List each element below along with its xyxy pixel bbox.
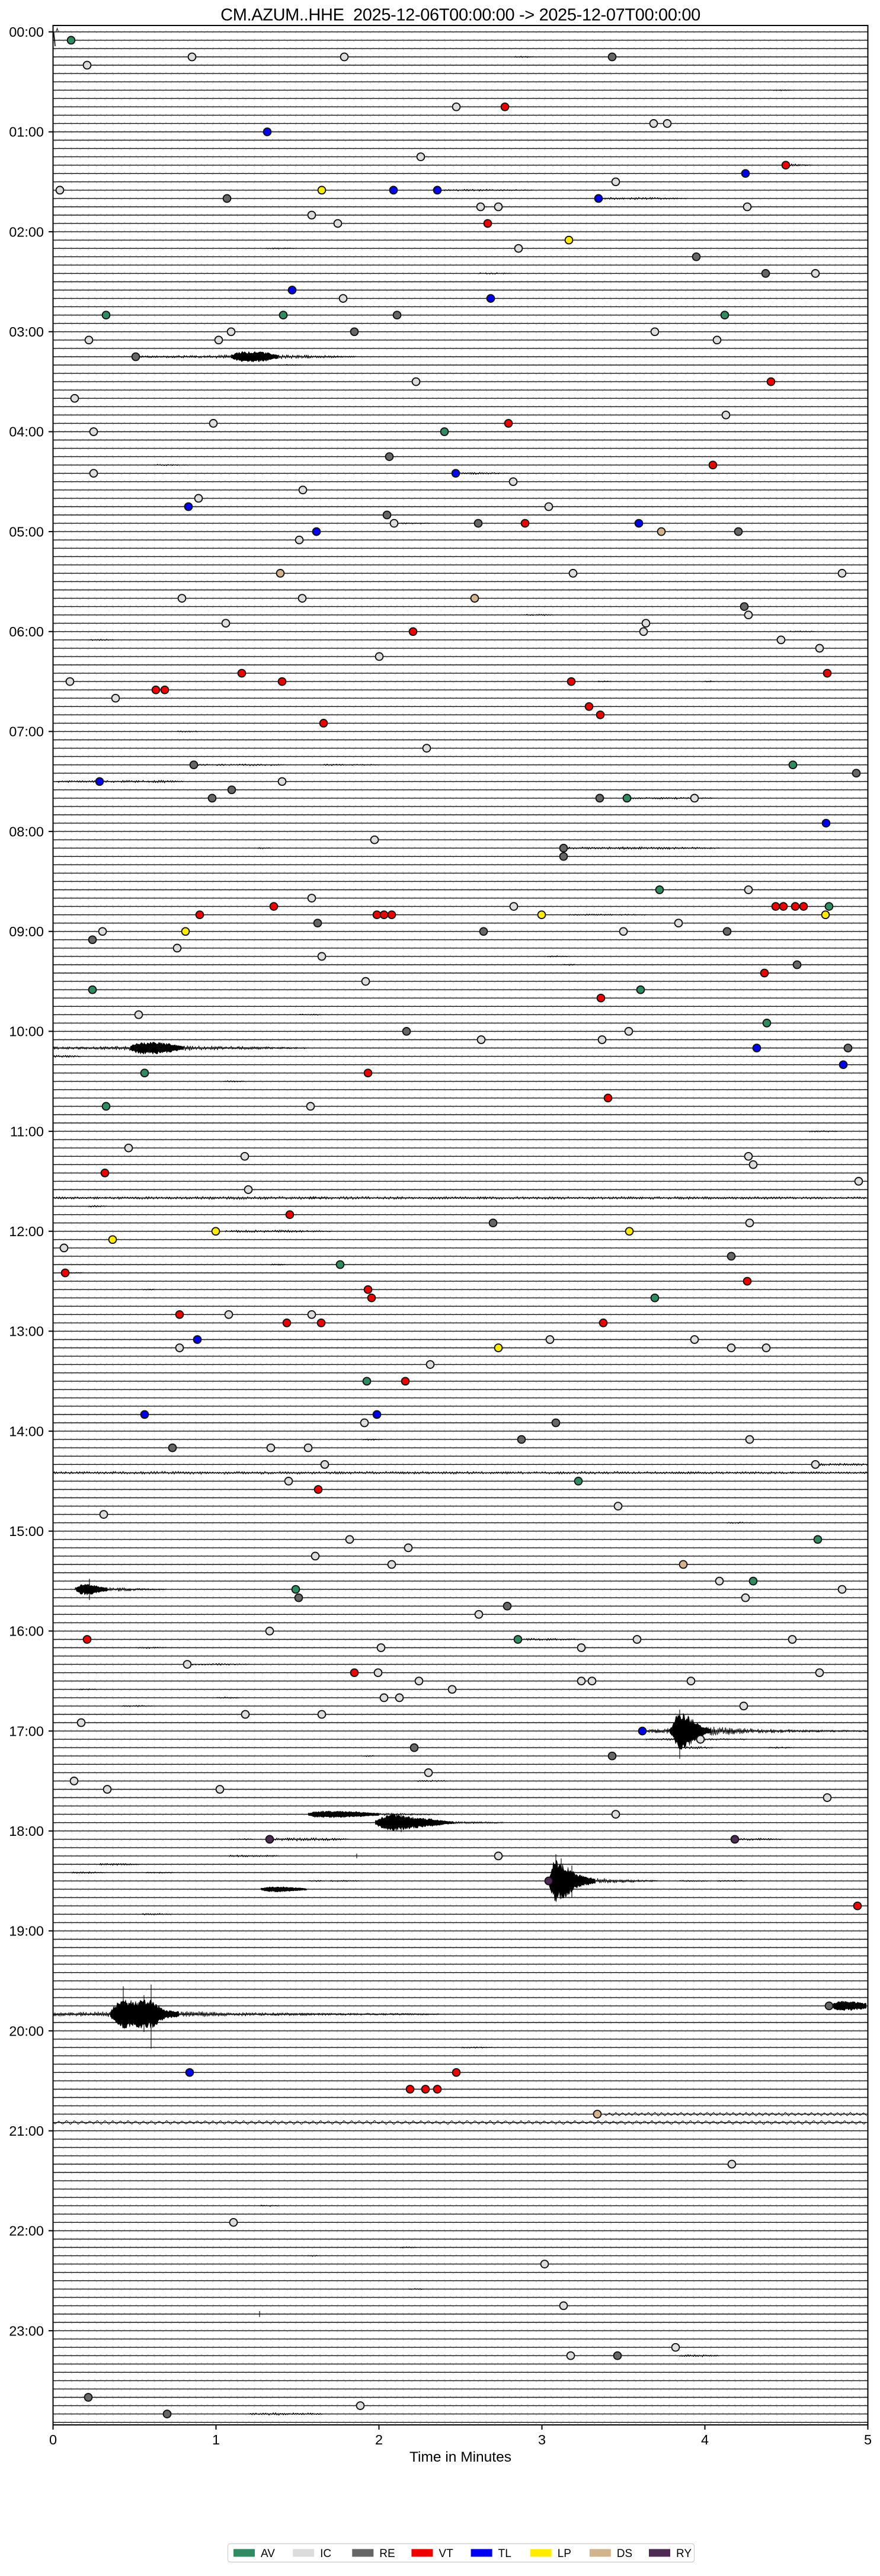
svg-text:RE: RE [379, 2548, 395, 2560]
svg-text:16:00: 16:00 [9, 1624, 44, 1639]
svg-text:1: 1 [212, 2432, 220, 2447]
svg-text:04:00: 04:00 [9, 424, 44, 440]
svg-text:07:00: 07:00 [9, 724, 44, 740]
svg-text:DS: DS [617, 2548, 632, 2560]
svg-text:5: 5 [864, 2432, 872, 2447]
svg-text:4: 4 [701, 2432, 709, 2447]
svg-text:14:00: 14:00 [9, 1423, 44, 1439]
svg-text:IC: IC [320, 2548, 331, 2560]
svg-text:22:00: 22:00 [9, 2223, 44, 2239]
svg-text:TL: TL [498, 2548, 511, 2560]
svg-text:2: 2 [375, 2432, 383, 2447]
svg-text:01:00: 01:00 [9, 124, 44, 140]
svg-text:VT: VT [439, 2548, 453, 2560]
svg-text:3: 3 [538, 2432, 546, 2447]
svg-text:02:00: 02:00 [9, 224, 44, 239]
svg-text:03:00: 03:00 [9, 324, 44, 340]
svg-text:00:00: 00:00 [9, 24, 44, 40]
svg-text:17:00: 17:00 [9, 1723, 44, 1739]
svg-text:10:00: 10:00 [9, 1024, 44, 1039]
svg-text:18:00: 18:00 [9, 1823, 44, 1839]
svg-text:Time in Minutes: Time in Minutes [409, 2449, 511, 2465]
svg-text:09:00: 09:00 [9, 924, 44, 939]
svg-text:23:00: 23:00 [9, 2323, 44, 2338]
svg-text:05:00: 05:00 [9, 524, 44, 539]
svg-text:LP: LP [558, 2548, 571, 2560]
svg-text:13:00: 13:00 [9, 1324, 44, 1339]
svg-text:12:00: 12:00 [9, 1224, 44, 1239]
svg-text:0: 0 [49, 2432, 57, 2447]
svg-text:RY: RY [676, 2548, 692, 2560]
svg-text:15:00: 15:00 [9, 1524, 44, 1539]
svg-text:11:00: 11:00 [10, 1124, 44, 1139]
svg-text:20:00: 20:00 [9, 2023, 44, 2039]
svg-text:AV: AV [261, 2548, 275, 2560]
svg-text:08:00: 08:00 [9, 824, 44, 839]
svg-text:21:00: 21:00 [9, 2123, 44, 2139]
svg-text:19:00: 19:00 [9, 1924, 44, 1939]
svg-text:06:00: 06:00 [9, 624, 44, 639]
svg-text:CM.AZUM..HHE 2025-12-06T00:00: CM.AZUM..HHE 2025-12-06T00:00:00 -> 2025… [220, 6, 700, 25]
